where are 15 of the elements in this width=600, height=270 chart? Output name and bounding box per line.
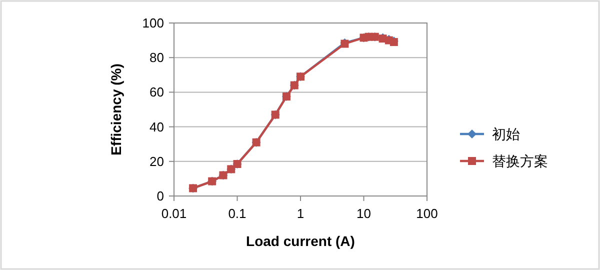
y-axis-title: Efficiency (%) xyxy=(108,64,124,156)
y-tick-label: 80 xyxy=(150,50,164,66)
x-tick-label: 0.1 xyxy=(228,206,246,221)
y-tick-label: 60 xyxy=(150,84,164,100)
y-tick-label: 40 xyxy=(150,119,164,134)
legend-label: 初始 xyxy=(492,126,520,142)
x-tick-label: 100 xyxy=(416,206,438,221)
y-tick-label: 100 xyxy=(142,16,164,30)
x-tick-label: 1 xyxy=(296,206,304,221)
x-axis-title: Load current (A) xyxy=(246,233,355,249)
x-tick-label: 10 xyxy=(356,206,371,221)
y-tick-label: 0 xyxy=(156,188,164,204)
legend-label: 替换方案 xyxy=(492,153,548,169)
x-tick-label: 0.01 xyxy=(161,206,187,221)
y-tick-label: 20 xyxy=(150,154,164,169)
